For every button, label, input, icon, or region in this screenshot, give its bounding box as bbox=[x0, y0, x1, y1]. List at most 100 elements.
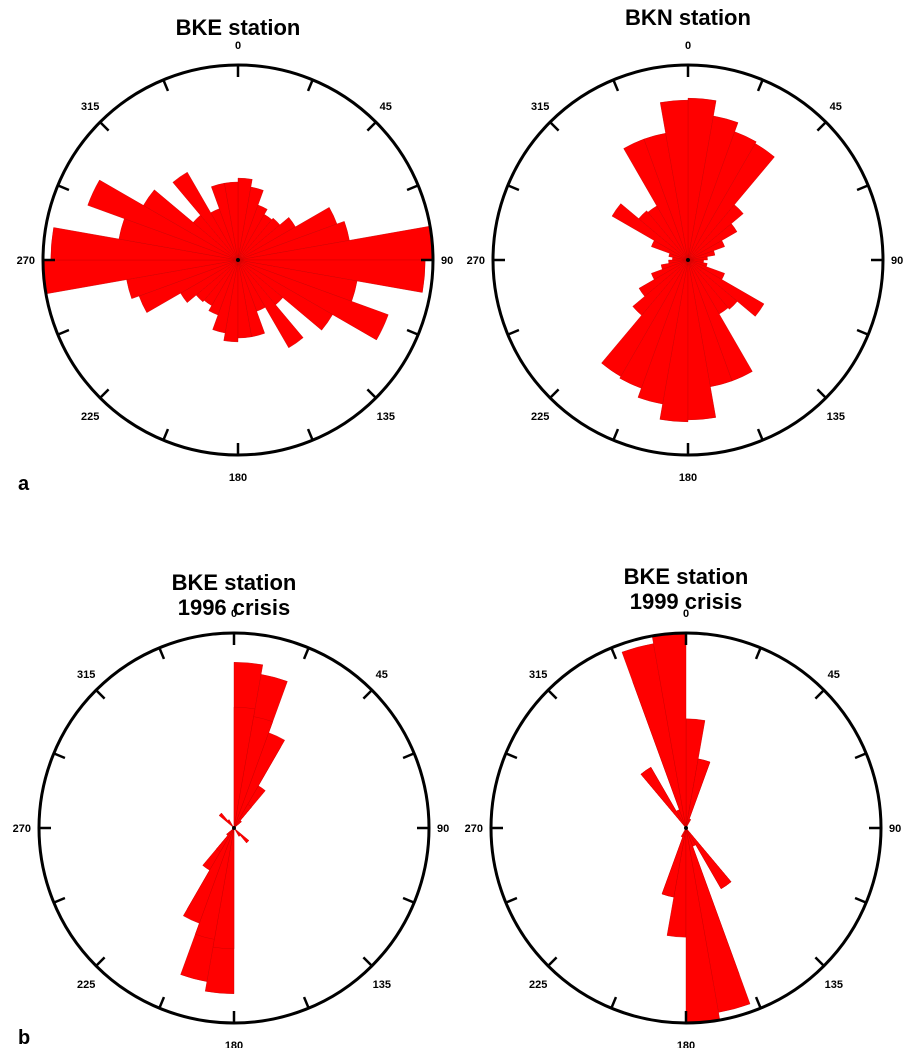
rose-bar bbox=[668, 259, 689, 264]
tick-mark bbox=[406, 184, 419, 192]
tick-label: 315 bbox=[77, 669, 95, 681]
tick-mark bbox=[99, 121, 110, 132]
rose-bar bbox=[687, 259, 738, 310]
tick-mark bbox=[99, 388, 110, 399]
rose-bar bbox=[687, 143, 775, 261]
tick-mark bbox=[549, 388, 560, 399]
tick-mark bbox=[53, 752, 66, 760]
tick-label: 180 bbox=[229, 472, 247, 484]
rose-bar bbox=[632, 259, 689, 316]
rose-bar bbox=[237, 186, 264, 261]
rose-bars bbox=[601, 97, 775, 423]
rose-bar bbox=[172, 171, 239, 261]
chart-title: BKN station bbox=[625, 5, 751, 30]
rose-bar bbox=[687, 259, 765, 317]
rose-bar bbox=[143, 189, 239, 261]
tick-mark bbox=[816, 121, 827, 132]
tick-label: 135 bbox=[827, 411, 845, 423]
tick-mark bbox=[158, 647, 166, 660]
rose-bar bbox=[637, 259, 689, 405]
tick-label: 135 bbox=[373, 979, 391, 991]
tick-mark bbox=[854, 896, 867, 904]
rose-bar bbox=[237, 259, 333, 331]
panel-label-a: a bbox=[18, 473, 30, 495]
chart-title: BKE station bbox=[624, 564, 749, 589]
tick-label: 315 bbox=[531, 101, 549, 113]
rose-bars bbox=[621, 632, 751, 1024]
rose-bar bbox=[233, 716, 273, 829]
chart-title: 1999 crisis bbox=[630, 589, 743, 614]
tick-mark bbox=[366, 388, 377, 399]
tick-label: 225 bbox=[531, 411, 549, 423]
rose-bar bbox=[227, 819, 235, 829]
tick-mark bbox=[754, 996, 762, 1009]
rose-bar bbox=[233, 827, 241, 837]
tick-label: 270 bbox=[13, 823, 31, 835]
rose-bar bbox=[687, 250, 716, 261]
rose-bar bbox=[233, 820, 242, 829]
tick-mark bbox=[306, 428, 314, 441]
tick-mark bbox=[402, 752, 415, 760]
rose-bar bbox=[687, 259, 717, 421]
rose-bar bbox=[212, 259, 239, 334]
chart-title: BKE station bbox=[172, 570, 297, 595]
rose-bar bbox=[224, 181, 239, 261]
tick-mark bbox=[507, 184, 520, 192]
tick-label: 90 bbox=[441, 255, 453, 267]
rose-bar bbox=[87, 179, 239, 261]
tick-mark bbox=[366, 121, 377, 132]
rose-bar bbox=[687, 204, 744, 261]
rose-bar bbox=[233, 732, 285, 829]
rose-bar bbox=[216, 827, 235, 852]
tick-mark bbox=[505, 896, 518, 904]
tick-mark bbox=[306, 79, 314, 92]
tick-label: 225 bbox=[81, 411, 99, 423]
tick-label: 45 bbox=[828, 669, 840, 681]
rose-bar bbox=[651, 259, 689, 280]
tick-mark bbox=[406, 328, 419, 336]
tick-mark bbox=[549, 121, 560, 132]
tick-mark bbox=[57, 328, 70, 336]
rose-bar bbox=[638, 259, 689, 297]
tick-mark bbox=[302, 647, 310, 660]
rose-bar bbox=[237, 204, 268, 261]
tick-label: 0 bbox=[683, 608, 689, 620]
tick-label: 90 bbox=[437, 823, 449, 835]
tick-mark bbox=[816, 388, 827, 399]
tick-label: 270 bbox=[467, 255, 485, 267]
rose-bar bbox=[237, 259, 304, 349]
tick-label: 180 bbox=[679, 472, 697, 484]
tick-mark bbox=[547, 689, 558, 700]
tick-mark bbox=[302, 996, 310, 1009]
rose-bar bbox=[195, 827, 235, 940]
tick-mark bbox=[362, 689, 373, 700]
tick-mark bbox=[814, 956, 825, 967]
tick-label: 270 bbox=[17, 255, 35, 267]
rose-chart-2: BKN station 0 45 90 135 180 225 270 315 bbox=[467, 5, 904, 484]
tick-mark bbox=[856, 328, 869, 336]
tick-mark bbox=[612, 79, 620, 92]
tick-mark bbox=[53, 896, 66, 904]
tick-mark bbox=[854, 752, 867, 760]
tick-mark bbox=[754, 647, 762, 660]
tick-mark bbox=[158, 996, 166, 1009]
rose-centre bbox=[232, 826, 236, 830]
rose-bar bbox=[237, 259, 252, 339]
tick-mark bbox=[610, 996, 618, 1009]
rose-bar bbox=[638, 210, 689, 261]
rose-bar bbox=[687, 131, 757, 261]
rose-bar bbox=[685, 827, 732, 890]
tick-label: 0 bbox=[685, 40, 691, 52]
tick-label: 90 bbox=[891, 255, 903, 267]
rose-centre bbox=[684, 826, 688, 830]
tick-label: 90 bbox=[889, 823, 901, 835]
rose-bar bbox=[687, 223, 738, 261]
tick-label: 135 bbox=[825, 979, 843, 991]
tick-mark bbox=[756, 428, 764, 441]
panel-label-b: b bbox=[18, 1027, 30, 1048]
tick-mark bbox=[505, 752, 518, 760]
rose-bar bbox=[685, 758, 711, 829]
rose-bar bbox=[183, 827, 235, 924]
tick-mark bbox=[95, 689, 106, 700]
